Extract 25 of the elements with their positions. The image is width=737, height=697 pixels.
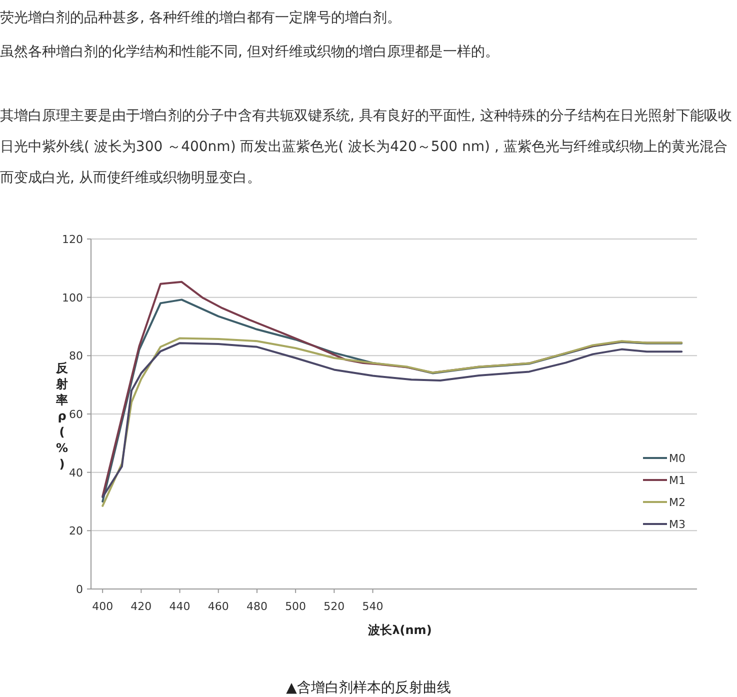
x-axis-title: 波长λ(nm)	[367, 623, 432, 637]
y-tick-label: 0	[76, 583, 83, 596]
legend-label: M1	[669, 474, 686, 487]
y-tick-label: 100	[62, 291, 83, 304]
x-tick-label: 520	[324, 600, 345, 613]
legend-label: M3	[669, 518, 686, 531]
text: 荧光增白剂的品种甚多, 各种纤维的增白都有一定牌号的增白剂。	[0, 9, 402, 28]
text: 虽然各种增白剂的化学结构和性能不同, 但对纤维或织物的增白原理都是一样的。	[0, 43, 500, 62]
text: ▲含增白剂样本的反射曲线	[285, 679, 452, 697]
legend-label: M0	[669, 452, 686, 465]
y-tick-label: 80	[69, 350, 83, 363]
y-tick-label: 120	[62, 233, 83, 246]
x-tick-label: 480	[246, 600, 268, 613]
y-tick-label: 40	[69, 466, 83, 480]
x-tick-label: 500	[285, 600, 306, 613]
y-tick-label: 60	[69, 408, 83, 421]
y-axis-title: 反射率ρ(%)	[55, 361, 69, 471]
y-tick-label: 20	[69, 524, 83, 538]
x-tick-label: 400	[92, 600, 114, 613]
x-tick-label: 420	[130, 600, 152, 613]
x-tick-label: 440	[169, 600, 190, 613]
legend-label: M2	[669, 496, 686, 509]
x-tick-label: 460	[208, 600, 229, 613]
text: 其增白原理主要是由于增白剂的分子中含有共轭双键系统, 具有良好的平面性, 这种特殊的分子结构在日光照射下能吸收日光中紫外线( 波长为300 ～400nm) 而发出蓝紫色光( 波长为420～500 nm) , 蓝紫色光与纤维或织物上的黄光混合而变成白光, 从而使纤维或织物明显变白。	[0, 107, 733, 188]
x-tick-label: 540	[362, 600, 384, 613]
